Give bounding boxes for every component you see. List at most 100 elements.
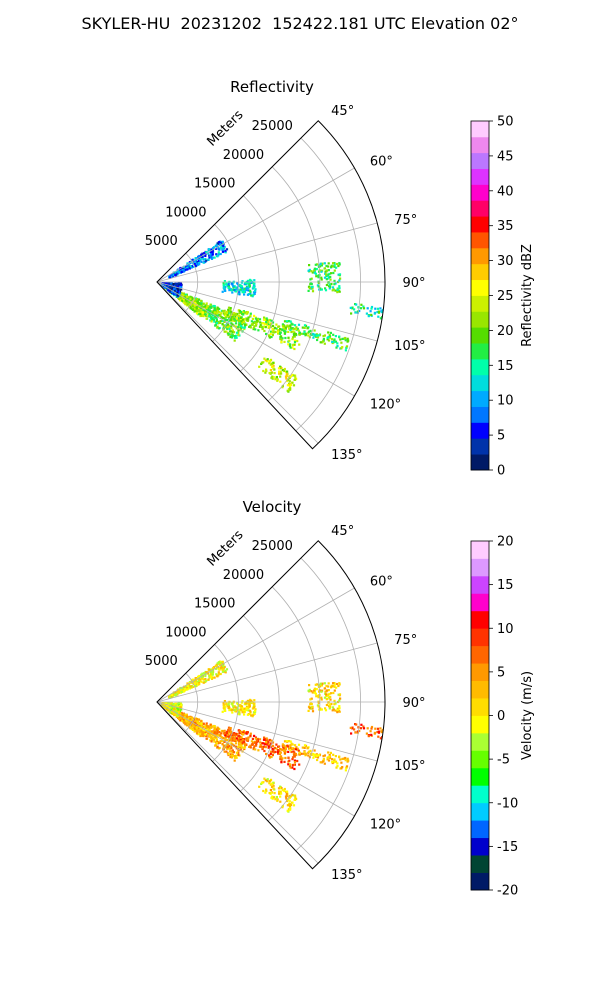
- echo-gate: [326, 336, 329, 339]
- echo-gate: [288, 385, 291, 388]
- echo-gate: [316, 284, 319, 287]
- echo-gate: [234, 290, 237, 293]
- colorbar-tick-label: -5: [497, 753, 510, 768]
- echo-gate: [168, 287, 171, 290]
- echo-gate: [267, 746, 270, 749]
- echo-gate: [279, 380, 282, 383]
- echo-gate: [311, 287, 314, 290]
- echo-gate: [210, 736, 213, 739]
- echo-gate: [326, 694, 329, 697]
- echo-gate: [370, 313, 373, 316]
- azimuth-tick-label: 75°: [394, 213, 417, 228]
- echo-gate: [268, 754, 271, 757]
- echo-gate: [230, 282, 233, 285]
- colorbar-label: Reflectivity dBZ: [520, 244, 535, 347]
- echo-gate: [223, 280, 226, 283]
- echo-gate: [205, 726, 208, 730]
- echo-gate: [271, 327, 274, 330]
- echo-gate: [196, 301, 200, 305]
- echo-gate: [260, 325, 263, 328]
- echo-gate: [307, 709, 310, 712]
- echo-gate: [234, 739, 237, 742]
- echo-gate: [288, 327, 291, 330]
- echo-gate: [271, 797, 274, 800]
- echo-gate: [246, 713, 249, 716]
- echo-gate: [225, 668, 229, 671]
- echo-gate: [281, 384, 284, 388]
- echo-gate: [271, 744, 275, 747]
- echo-gate: [173, 292, 176, 295]
- echo-gate: [370, 307, 373, 310]
- echo-gate: [370, 725, 374, 729]
- echo-gate: [265, 332, 268, 336]
- echo-gate: [237, 745, 240, 748]
- echo-gate: [338, 279, 341, 282]
- echo-gate: [279, 790, 282, 793]
- echo-gate: [253, 292, 256, 295]
- echo-gate: [293, 343, 296, 346]
- echo-gate: [174, 713, 177, 716]
- echo-gate: [177, 290, 180, 293]
- echo-gate: [212, 729, 216, 732]
- echo-gate: [314, 683, 317, 686]
- echo-gate: [251, 317, 254, 320]
- echo-gate: [278, 372, 281, 375]
- echo-gate: [179, 706, 182, 709]
- echo-gate: [279, 785, 282, 788]
- echo-gate: [305, 333, 308, 336]
- echo-gate: [285, 372, 288, 375]
- echo-gate: [323, 682, 326, 685]
- colorbar-segment: [471, 698, 489, 716]
- echo-gate: [336, 291, 339, 294]
- colorbar-segment: [471, 438, 489, 455]
- echo-gate: [286, 745, 289, 748]
- echo-gate: [338, 290, 341, 293]
- echo-gate: [345, 345, 349, 348]
- echo-gate: [200, 680, 203, 683]
- echo-gate: [319, 287, 322, 290]
- echo-gate: [333, 338, 336, 341]
- echo-gate: [255, 739, 258, 742]
- echo-gate: [323, 276, 327, 279]
- echo-gate: [334, 709, 337, 712]
- echo-gate: [174, 288, 177, 291]
- echo-gate: [334, 340, 338, 343]
- echo-gate: [286, 370, 289, 373]
- echo-gate: [262, 325, 265, 328]
- echo-gate: [190, 297, 193, 301]
- echo-gate: [291, 793, 294, 796]
- echo-gate: [291, 758, 294, 761]
- echo-gate: [210, 248, 213, 251]
- echo-gate: [283, 789, 286, 793]
- echo-gate: [271, 750, 274, 753]
- echo-gate: [266, 778, 269, 781]
- echo-gate: [240, 320, 243, 323]
- echo-gate: [265, 321, 268, 324]
- echo-gate: [186, 302, 189, 305]
- echo-gate: [379, 317, 382, 320]
- echo-gate: [280, 338, 283, 341]
- echo-gate: [323, 262, 326, 265]
- echo-gate: [271, 795, 274, 798]
- echo-gate: [350, 312, 353, 315]
- echo-gate: [255, 742, 258, 745]
- echo-gate: [231, 329, 234, 332]
- echo-gate: [263, 357, 266, 360]
- echo-gate: [225, 283, 228, 286]
- echo-gate: [202, 722, 205, 725]
- echo-gate: [326, 269, 329, 272]
- echo-gate: [254, 328, 257, 331]
- echo-gate: [379, 737, 382, 740]
- echo-gate: [238, 321, 241, 324]
- echo-gate: [338, 682, 341, 685]
- echo-gate: [336, 711, 339, 714]
- echo-gate: [198, 310, 201, 313]
- echo-gate: [325, 264, 328, 268]
- echo-gate: [229, 307, 232, 310]
- echo-gate: [266, 358, 269, 361]
- echo-gate: [168, 290, 171, 293]
- echo-gate: [227, 285, 230, 288]
- echo-gate: [271, 321, 275, 324]
- echo-gate: [226, 323, 229, 326]
- echo-gate: [269, 332, 272, 335]
